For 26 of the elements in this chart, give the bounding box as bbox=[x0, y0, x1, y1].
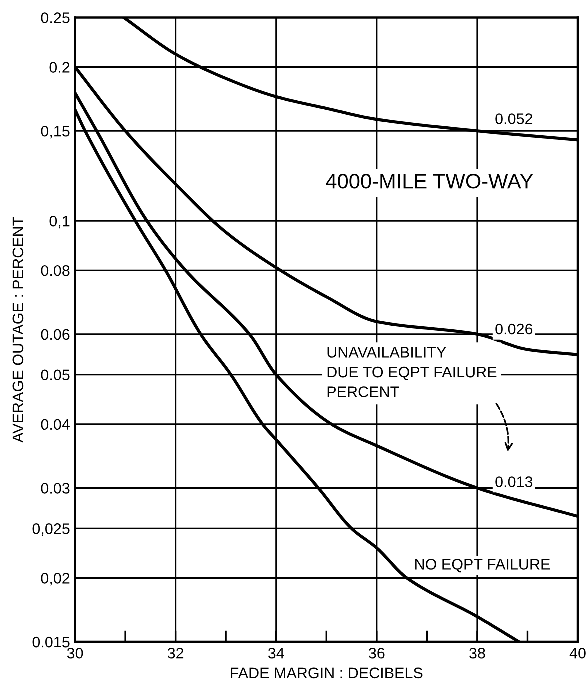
y-tick-label: 0,15 bbox=[41, 126, 70, 139]
y-tick-label: 0.25 bbox=[41, 12, 70, 24]
y-tick-label: 0.04 bbox=[41, 419, 70, 430]
x-tick-label: 32 bbox=[168, 648, 184, 659]
x-tick-label: 36 bbox=[368, 648, 385, 659]
x-axis-title: FADE MARGIN : DECIBELS bbox=[231, 668, 423, 679]
text: 4000-MILE TWO-WAY bbox=[326, 174, 534, 189]
x-tick-label: 40 bbox=[570, 648, 586, 659]
y-tick-label: 0,1 bbox=[50, 216, 70, 229]
series-label: 0.013 bbox=[496, 476, 533, 488]
y-axis-title: AVERAGE OUTAGE : PERCENT bbox=[12, 217, 24, 443]
y-tick-label: 0.2 bbox=[50, 62, 70, 73]
x-tick-label: 30 bbox=[67, 648, 84, 659]
y-tick-label: 0.05 bbox=[41, 370, 70, 381]
series-label: NO EQPT FAILURE bbox=[416, 559, 550, 573]
series-label: 0.026 bbox=[496, 324, 533, 335]
x-tick-label: 34 bbox=[268, 648, 284, 659]
y-tick-label: 0.06 bbox=[41, 329, 70, 340]
legend-title: UNAVAILABILITY DUE TO EQPT FAILURE PERCENT bbox=[328, 347, 497, 398]
y-tick-label: 0.08 bbox=[41, 265, 70, 276]
y-tick-label: 0,02 bbox=[41, 573, 70, 586]
x-tick-label: 38 bbox=[470, 648, 486, 659]
y-tick-label: 0.03 bbox=[41, 483, 70, 494]
y-tick-label: 0,025 bbox=[32, 524, 70, 536]
y-tick-label: 0.015 bbox=[32, 636, 70, 648]
series-label: 0.052 bbox=[496, 114, 533, 124]
